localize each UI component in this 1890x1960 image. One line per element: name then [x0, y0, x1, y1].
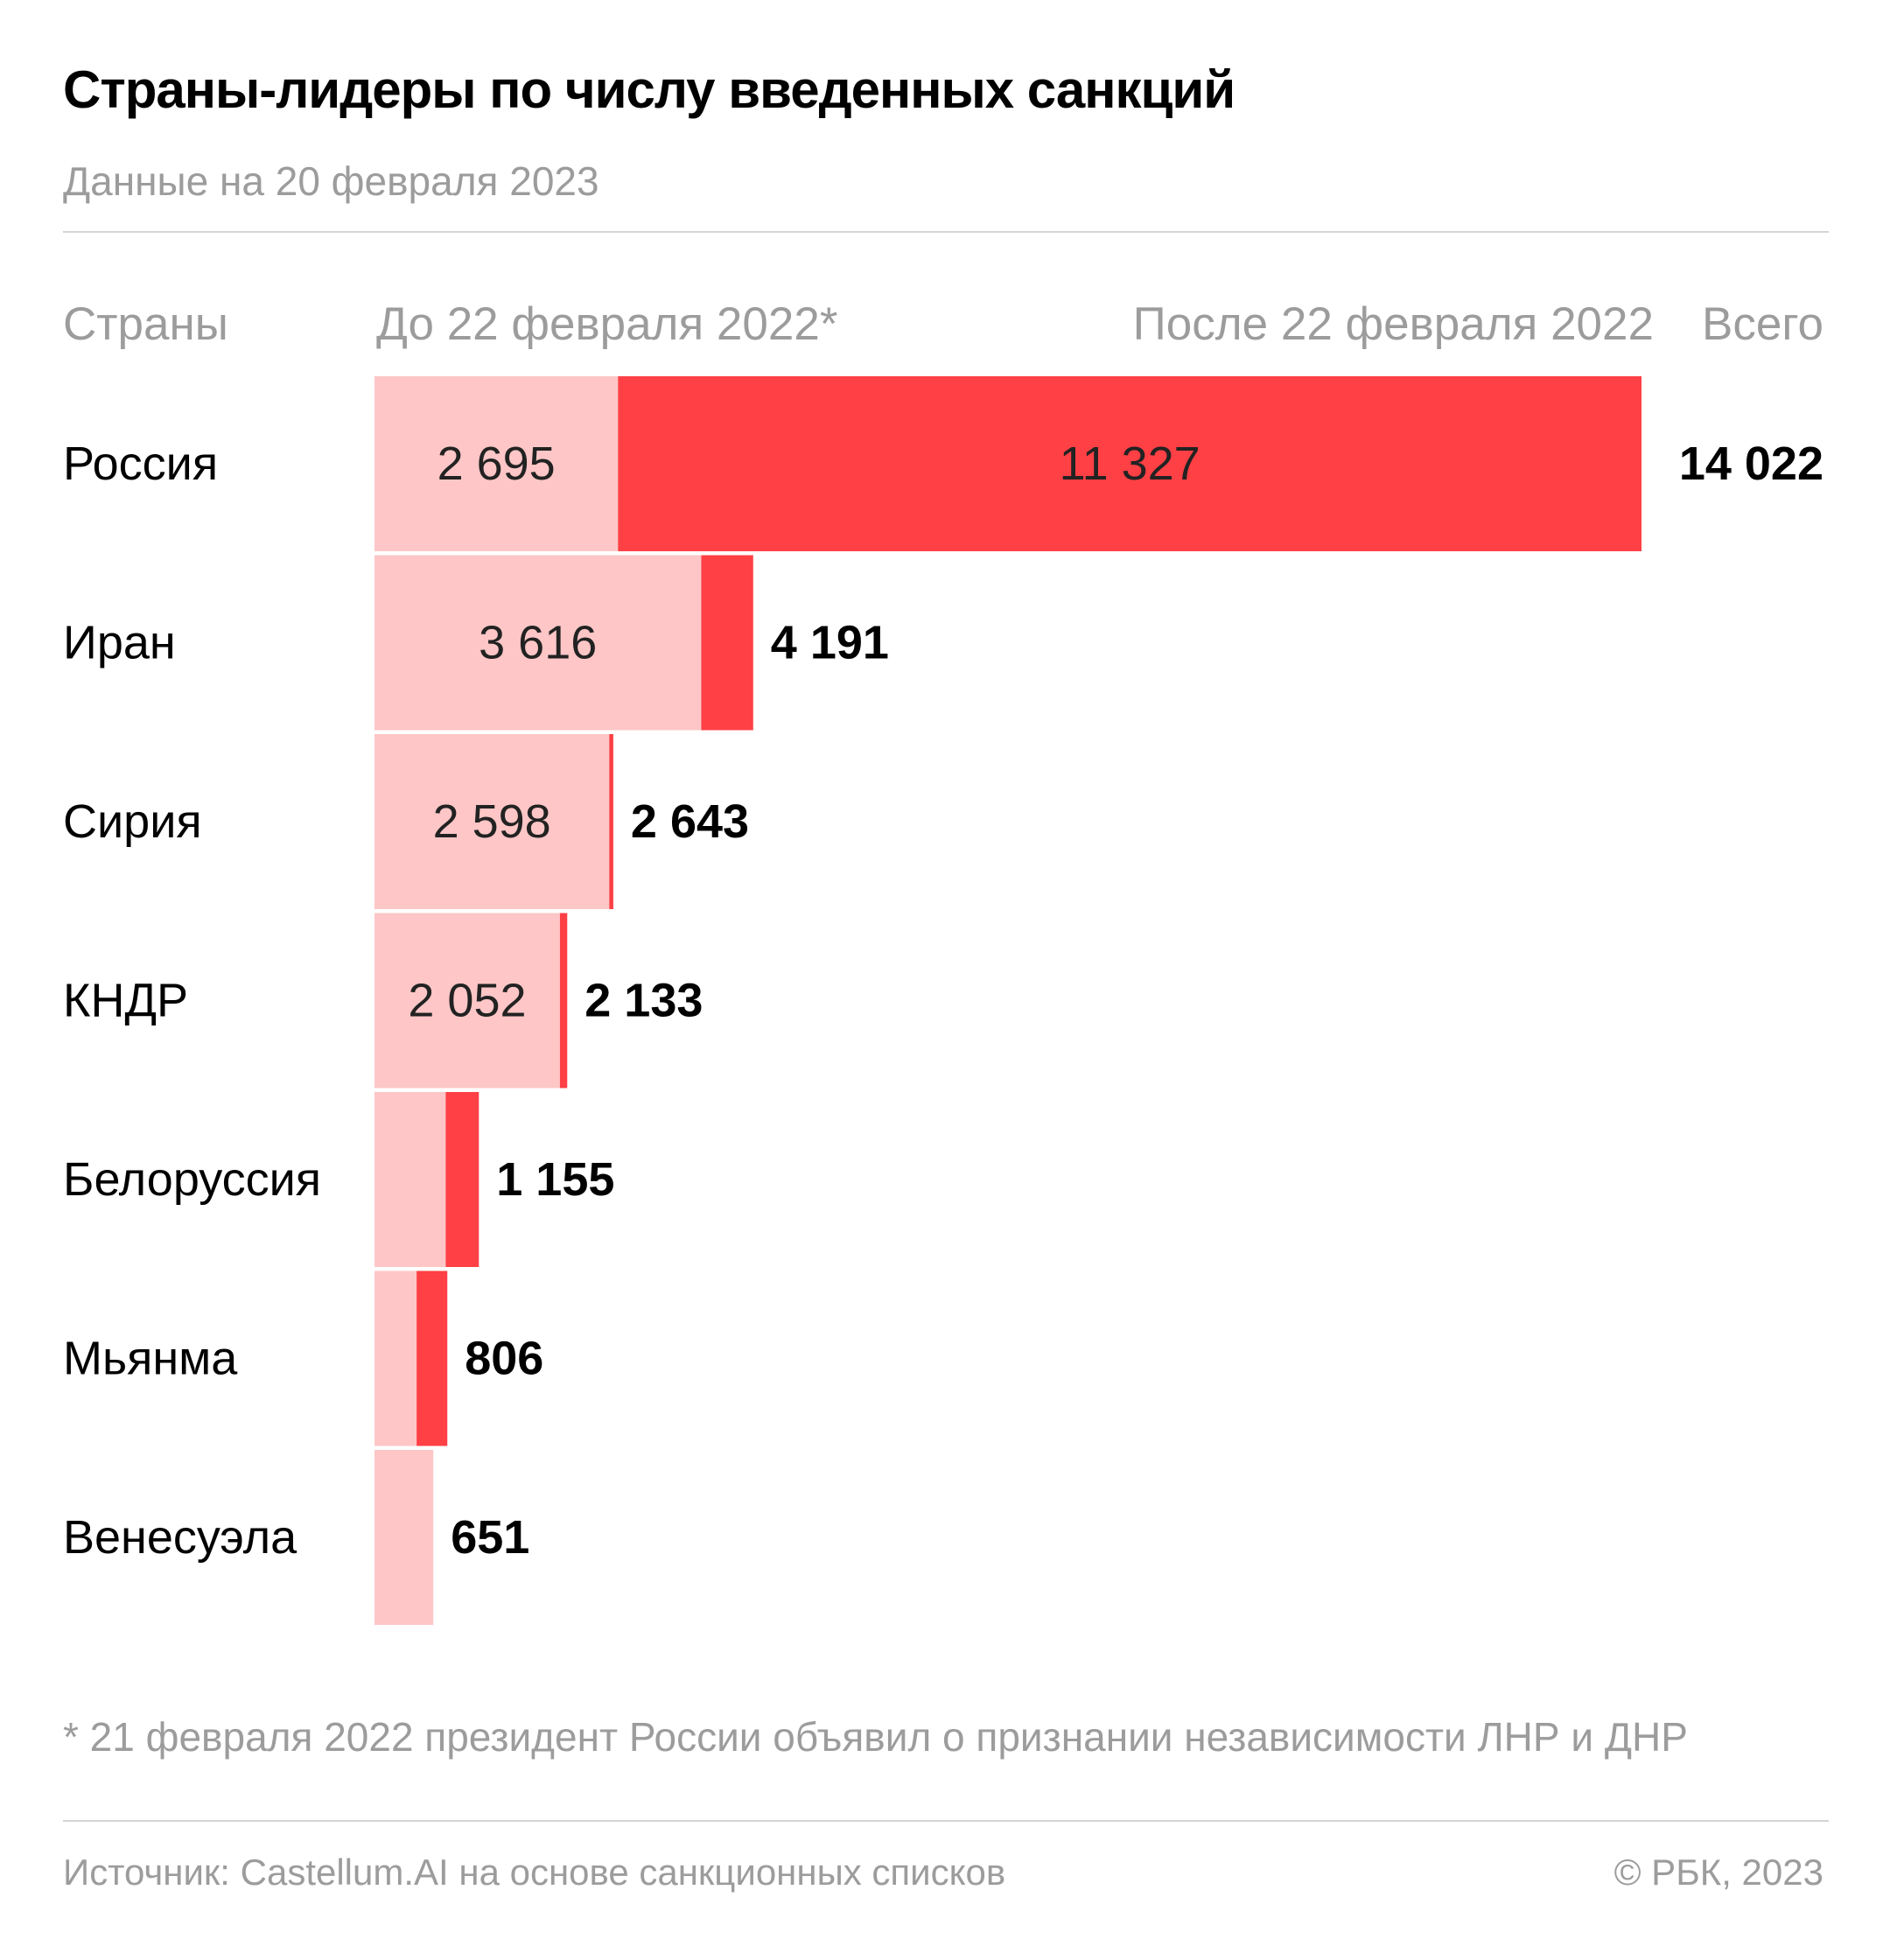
country-label: Венесуэла	[63, 1511, 298, 1564]
bar-before	[374, 376, 619, 551]
bar-after	[416, 1270, 448, 1446]
top-divider	[63, 231, 1829, 233]
header-total: Всего	[1702, 298, 1824, 350]
country-label: КНДР	[63, 975, 188, 1027]
header-countries: Страны	[63, 298, 228, 350]
total-label: 2 643	[631, 795, 749, 848]
total-label: 4 191	[771, 617, 889, 669]
bar-before-label: 2 052	[408, 975, 526, 1027]
chart-title: Страны-лидеры по числу введенных санкций	[63, 60, 1236, 119]
header-after: После 22 февраля 2022	[1132, 298, 1654, 350]
bar-before-label: 2 695	[438, 438, 556, 490]
total-label: 14 022	[1679, 438, 1824, 490]
bar-before	[374, 1270, 417, 1446]
bar-after	[609, 734, 613, 909]
bar-before-label: 3 616	[479, 617, 597, 669]
bar-before	[374, 555, 702, 731]
bar-after	[445, 1092, 480, 1267]
country-label: Россия	[63, 438, 218, 490]
total-label: 2 133	[584, 975, 703, 1027]
chart-subtitle: Данные на 20 февраля 2023	[63, 158, 599, 204]
bar-before	[374, 913, 560, 1088]
bar-before	[374, 1450, 434, 1625]
country-label: Сирия	[63, 795, 202, 848]
copyright: © РБК, 2023	[1614, 1852, 1824, 1893]
footnote: * 21 февраля 2022 президент России объяв…	[63, 1714, 1688, 1760]
bar-before-label: 2 598	[433, 795, 551, 848]
bar-after-label: 11 327	[1060, 438, 1200, 490]
country-label: Мьянма	[63, 1333, 238, 1385]
bar-after	[701, 555, 753, 731]
source-note: Источник: Castellum.AI на основе санкцио…	[63, 1852, 1006, 1893]
bar-after	[559, 913, 568, 1088]
bottom-divider	[63, 1820, 1829, 1822]
bar-after	[618, 376, 1642, 551]
total-label: 651	[451, 1511, 529, 1564]
stacked-bar-chart: Россия 2 695 11 327 14 022 Иран 3 616 4 191 Сир…	[63, 376, 1824, 1625]
total-label: 806	[465, 1333, 543, 1385]
country-label: Белоруссия	[63, 1153, 321, 1206]
header-before: До 22 февраля 2022*	[376, 298, 838, 350]
total-label: 1 155	[496, 1153, 614, 1206]
bar-before	[374, 1092, 446, 1267]
bar-before	[374, 734, 610, 909]
country-label: Иран	[63, 617, 176, 669]
